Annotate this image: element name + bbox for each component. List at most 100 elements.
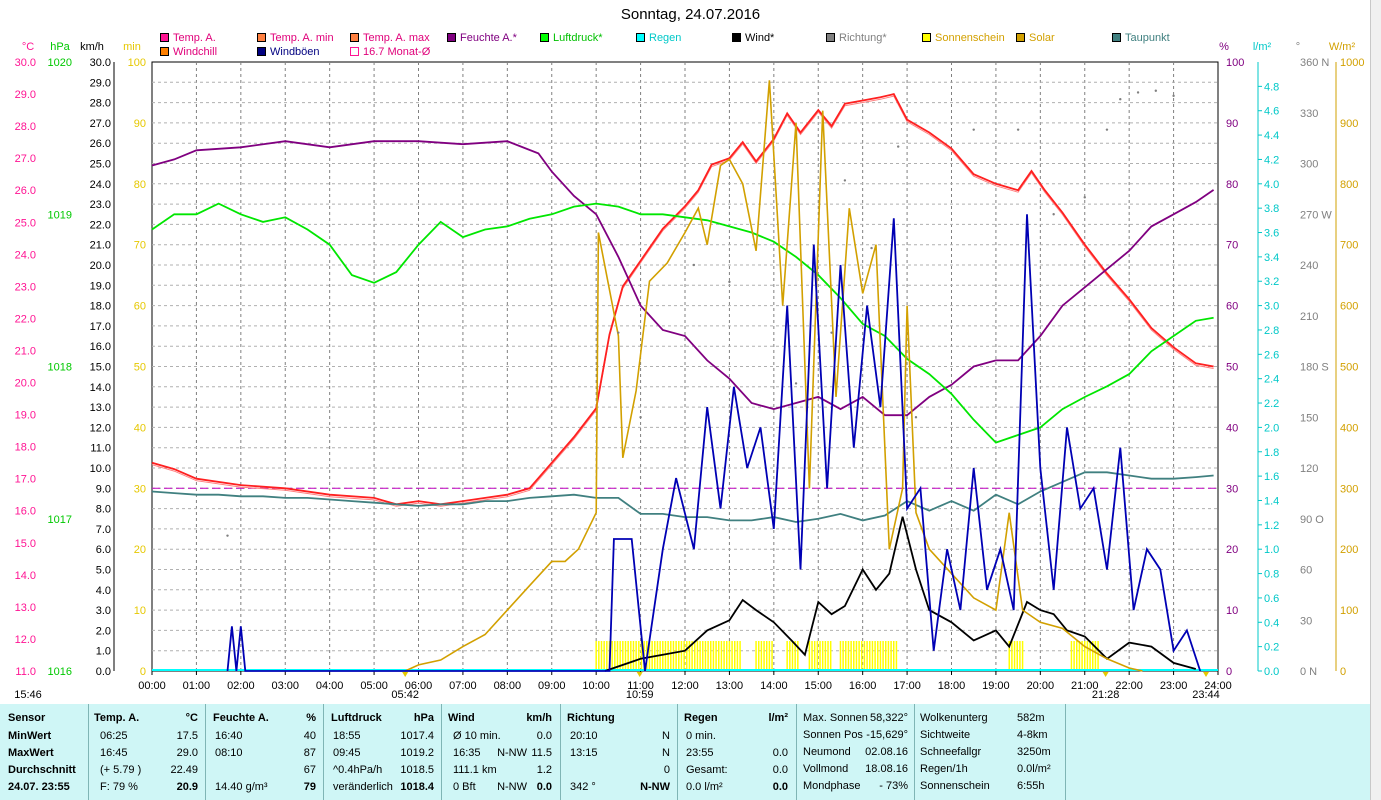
rain-axis-tick: 3.6 xyxy=(1264,228,1279,240)
humidity-axis-tick: 10 xyxy=(1226,605,1238,617)
temp-axis-tick: 18.0 xyxy=(15,442,36,454)
rain-axis-tick: 3.0 xyxy=(1264,301,1279,313)
rain-axis-tick: 0.8 xyxy=(1264,569,1279,581)
stats-divider xyxy=(88,704,89,800)
stats-value: 11.5 xyxy=(531,747,552,759)
direction-axis-tick: 360 N xyxy=(1300,57,1329,69)
temp-axis-tick: 11.0 xyxy=(15,666,36,678)
stats-value: 582m xyxy=(1017,712,1045,724)
rain-axis-tick: 2.2 xyxy=(1264,398,1279,410)
stats-value: Wolkenunterg xyxy=(920,712,988,724)
wind-axis-tick: 9.0 xyxy=(96,483,111,495)
wind-axis-tick: 11.0 xyxy=(90,443,111,455)
temp-axis-tick: 16.0 xyxy=(15,506,36,518)
stats-header: Luftdruck xyxy=(331,712,382,724)
humidity-axis-tick: 60 xyxy=(1226,301,1238,313)
rain-axis-tick: 0.6 xyxy=(1264,593,1279,605)
x-tick-label: 23:00 xyxy=(1160,680,1188,692)
stats-row-label: MinWert xyxy=(8,730,52,742)
wind-axis-tick: 13.0 xyxy=(90,402,111,414)
temp-axis-tick: 13.0 xyxy=(15,602,36,614)
x-tick-label: 09:00 xyxy=(538,680,566,692)
axis-unit-label: hPa xyxy=(50,41,70,53)
direction-point xyxy=(1052,213,1055,216)
wind-axis-tick: 30.0 xyxy=(90,57,111,69)
stats-value: 1.2 xyxy=(536,764,552,776)
sun-min-axis-tick: 20 xyxy=(134,544,146,556)
wind-axis-tick: 3.0 xyxy=(96,605,111,617)
rain-axis-tick: 4.8 xyxy=(1264,81,1279,93)
legend-label: Windchill xyxy=(173,46,218,58)
direction-point xyxy=(794,382,798,385)
axis-unit-label: km/h xyxy=(80,41,104,53)
legend-item: Feuchte A.* xyxy=(447,32,517,44)
solar-axis-tick: 1000 xyxy=(1340,57,1364,69)
stats-value: N xyxy=(662,747,670,759)
stats-value: Sonnen Pos xyxy=(803,729,863,741)
sun-min-axis-tick: 10 xyxy=(134,605,146,617)
legend-swatch xyxy=(257,33,266,42)
stats-value: 16:45 xyxy=(100,747,128,759)
legend-label: Richtung* xyxy=(839,32,887,44)
sun-marker-icon xyxy=(1102,672,1109,677)
stats-value: - 73% xyxy=(879,780,908,792)
stats-value: 13:15 xyxy=(570,747,598,759)
wind-axis-tick: 4.0 xyxy=(96,585,111,597)
sun-min-axis-tick: 80 xyxy=(134,179,146,191)
pressure-axis-tick: 1016 xyxy=(48,666,72,678)
stats-value: N-NW xyxy=(640,781,670,793)
vertical-scrollbar[interactable] xyxy=(1370,0,1381,800)
solar-axis-tick: 600 xyxy=(1340,301,1358,313)
x-tick-label: 19:00 xyxy=(982,680,1010,692)
temp-axis-tick: 28.0 xyxy=(15,121,36,133)
legend-item: Regen xyxy=(636,32,681,44)
direction-point xyxy=(1172,94,1175,98)
stats-divider xyxy=(1065,704,1066,800)
x-tick-label: 03:00 xyxy=(271,680,299,692)
stats-row-label: MaxWert xyxy=(8,747,54,759)
wind-axis-tick: 23.0 xyxy=(90,199,111,211)
x-tick-label: 08:00 xyxy=(494,680,522,692)
legend-item: 16.7 Monat-Ø xyxy=(350,46,430,58)
temp-axis-tick: 25.0 xyxy=(15,217,36,229)
rain-axis-tick: 0.4 xyxy=(1264,617,1279,629)
x-tick-label: 22:00 xyxy=(1115,680,1143,692)
wind-axis-tick: 25.0 xyxy=(90,159,111,171)
axis-unit-label: °C xyxy=(22,41,34,53)
stats-header: Temp. A. xyxy=(94,712,140,724)
temp-axis-tick: 12.0 xyxy=(15,634,36,646)
stats-value: F: 79 % xyxy=(100,781,138,793)
stats-value: (+ 5.79 ) xyxy=(100,764,142,776)
legend-item: Wind* xyxy=(732,32,774,44)
stats-value: 0.0l/m² xyxy=(1017,763,1051,775)
wind-axis-tick: 22.0 xyxy=(90,219,111,231)
temp-axis-tick: 14.0 xyxy=(15,570,36,582)
stats-value: 20.9 xyxy=(176,781,198,793)
humidity-axis-tick: 40 xyxy=(1226,422,1238,434)
pressure-axis-tick: 1020 xyxy=(48,57,72,69)
direction-point xyxy=(1136,91,1140,94)
sun-min-axis-tick: 50 xyxy=(134,362,146,374)
wind-axis-tick: 28.0 xyxy=(90,98,111,110)
stats-value: veränderlich xyxy=(333,781,393,793)
axis-unit-label: W/m² xyxy=(1329,41,1356,53)
stats-divider xyxy=(323,704,324,800)
stats-value: 1019.2 xyxy=(400,747,434,759)
stats-unit: °C xyxy=(185,712,198,724)
rain-axis-tick: 2.6 xyxy=(1264,349,1279,361)
legend-item: Luftdruck* xyxy=(540,32,603,44)
stats-value: 0.0 xyxy=(772,764,788,776)
stats-value: 09:45 xyxy=(333,747,361,759)
humidity-axis-tick: 30 xyxy=(1226,483,1238,495)
stats-value: 14.40 g/m³ xyxy=(215,781,268,793)
wind-axis-tick: 14.0 xyxy=(90,382,111,394)
stats-value: N-NW xyxy=(497,747,527,759)
wind-axis-tick: 2.0 xyxy=(96,625,111,637)
legend-item: Temp. A. max xyxy=(350,32,430,44)
legend-item: Sonnenschein xyxy=(922,32,1005,44)
solar-axis-tick: 700 xyxy=(1340,240,1358,252)
solar-axis-tick: 0 xyxy=(1340,666,1346,678)
solar-axis-tick: 200 xyxy=(1340,544,1358,556)
stats-value: 16:40 xyxy=(215,730,243,742)
rain-axis-tick: 1.8 xyxy=(1264,447,1279,459)
